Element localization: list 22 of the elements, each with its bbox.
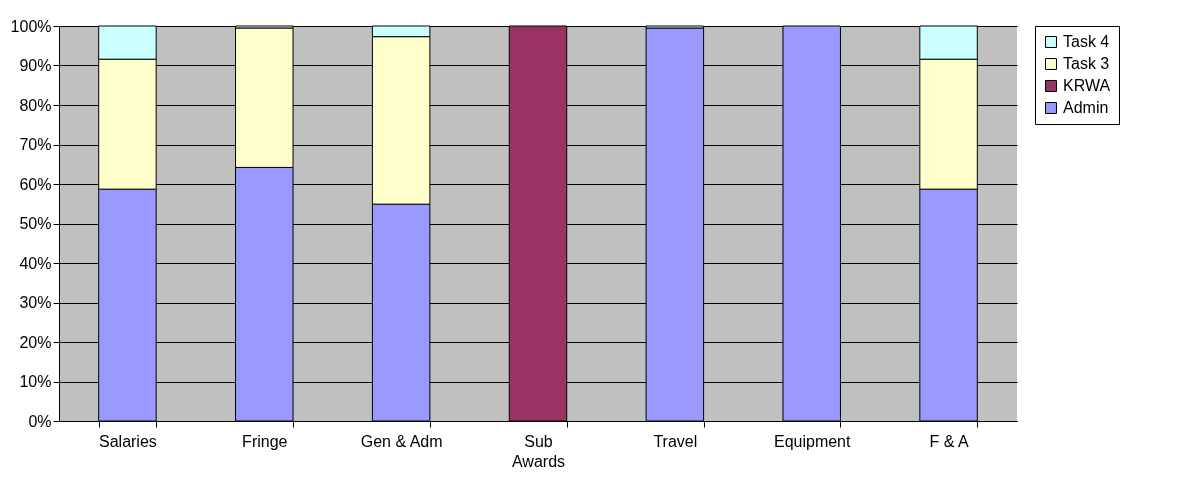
y-tick-label: 70%	[19, 136, 52, 153]
y-tick-label: 80%	[19, 96, 52, 114]
legend-label: Task 4	[1063, 33, 1110, 50]
x-tick-label: Salaries	[99, 432, 157, 450]
y-tick-label: 10%	[19, 373, 52, 390]
x-tick-label: Travel	[653, 432, 698, 450]
x-tick-label: Gen & Adm	[360, 432, 443, 450]
y-tick-label: 60%	[19, 175, 52, 193]
y-tick-label: 50%	[19, 215, 52, 232]
x-tick-label: Fringe	[242, 432, 288, 450]
y-tick-label: 40%	[19, 254, 52, 272]
x-tick-label: F & A	[929, 432, 969, 450]
legend-label: Task 3	[1063, 55, 1110, 72]
y-tick-label: 30%	[19, 294, 52, 311]
y-tick-label: 20%	[19, 333, 52, 351]
y-tick-label: 0%	[28, 412, 52, 430]
y-tick-label: 90%	[19, 57, 52, 74]
x-tick-label: Equipment	[773, 432, 852, 450]
y-tick-label: 100%	[10, 17, 52, 35]
legend-label: Admin	[1063, 99, 1109, 116]
legend-label: KRWA	[1063, 77, 1111, 94]
x-tick-label: Sub Awards	[511, 432, 566, 470]
